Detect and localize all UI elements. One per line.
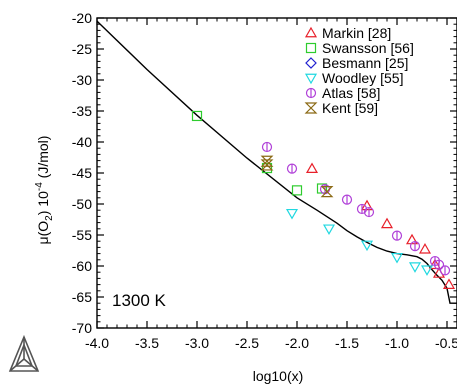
data-point (285, 208, 299, 220)
data-point (420, 265, 434, 276)
x-tick-label: -3.5 (135, 335, 159, 351)
y-label-sup: -4 (34, 182, 45, 191)
data-point (322, 224, 336, 236)
y-tick-label: -70 (72, 320, 92, 336)
data-point (390, 252, 404, 264)
data-point (260, 159, 274, 171)
x-tick-label: -2.5 (235, 335, 259, 351)
x-tick-label: -2.0 (285, 335, 309, 351)
data-point (291, 185, 303, 196)
legend-label: Besmann [25] (322, 55, 408, 71)
y-axis-label: μ(O2) 10-4 (J/mol) (34, 136, 55, 245)
data-point (418, 243, 432, 254)
data-point (305, 162, 319, 174)
calculated-curve (96, 20, 457, 304)
data-point (428, 258, 442, 270)
legend-label: Woodley [55] (322, 70, 403, 86)
legend-label: Kent [59] (322, 100, 378, 116)
x-tick-label: -4.0 (85, 335, 109, 351)
data-point (286, 163, 298, 174)
data-point (341, 194, 353, 205)
y-tick-label: -55 (72, 227, 92, 243)
y-tick-label: -20 (72, 10, 92, 26)
data-point (320, 186, 334, 198)
data-point (442, 278, 456, 289)
data-point (380, 217, 394, 229)
data-point (261, 162, 273, 174)
data-point (391, 230, 403, 241)
thermo-calc-logo (8, 334, 40, 372)
legend-label: Swansson [56] (322, 40, 414, 56)
data-point (360, 240, 374, 252)
temperature-annotation: 1300 K (112, 291, 167, 310)
x-tick-label: -1.0 (385, 335, 409, 351)
legend-marker (305, 42, 317, 54)
data-point (439, 265, 451, 276)
data-point (363, 206, 375, 218)
y-label-part: μ(O (35, 221, 51, 245)
x-tick-label: -3.0 (185, 335, 209, 351)
x-axis-ticks: -4.0 -3.5 -3.0 -2.5 -2.0 -1.5 -1.0 -0.5 (85, 18, 457, 351)
y-label-sub: 2 (44, 215, 55, 221)
data-point (261, 141, 273, 153)
y-tick-label: -35 (72, 103, 92, 119)
y-tick-label: -50 (72, 196, 92, 212)
legend-marker (304, 73, 318, 85)
data-point (191, 110, 203, 122)
legend-marker (304, 26, 318, 38)
legend-label: Markin [28] (322, 25, 391, 41)
x-axis-label: log10(x) (253, 368, 304, 384)
y-axis-title: μ(O2) 10-4 (J/mol) (34, 136, 55, 245)
y-axis-ticks: -20 -25 -30 -35 -40 -45 -50 -55 -60 -65 -70 (72, 10, 457, 336)
legend-marker (305, 87, 317, 99)
y-tick-label: -60 (72, 258, 92, 274)
data-point (433, 259, 445, 270)
y-tick-label: -30 (72, 72, 92, 88)
legend-marker (305, 57, 317, 69)
legend-marker (304, 102, 318, 114)
legend: Markin [28]Swansson [56]Besmann [25]Wood… (304, 25, 414, 116)
legend-label: Atlas [58] (322, 85, 380, 101)
y-tick-label: -40 (72, 134, 92, 150)
x-tick-label: -1.5 (335, 335, 359, 351)
data-point (409, 241, 421, 252)
x-tick-label: -0.5 (435, 335, 457, 351)
data-points (191, 110, 456, 289)
y-tick-label: -45 (72, 165, 92, 181)
y-tick-label: -65 (72, 289, 92, 305)
y-label-part: (J/mol) (35, 136, 51, 183)
data-point (405, 233, 419, 245)
data-point (356, 203, 368, 215)
y-tick-label: -25 (72, 41, 92, 57)
data-point (408, 262, 422, 273)
y-label-part: ) 10 (35, 191, 51, 215)
